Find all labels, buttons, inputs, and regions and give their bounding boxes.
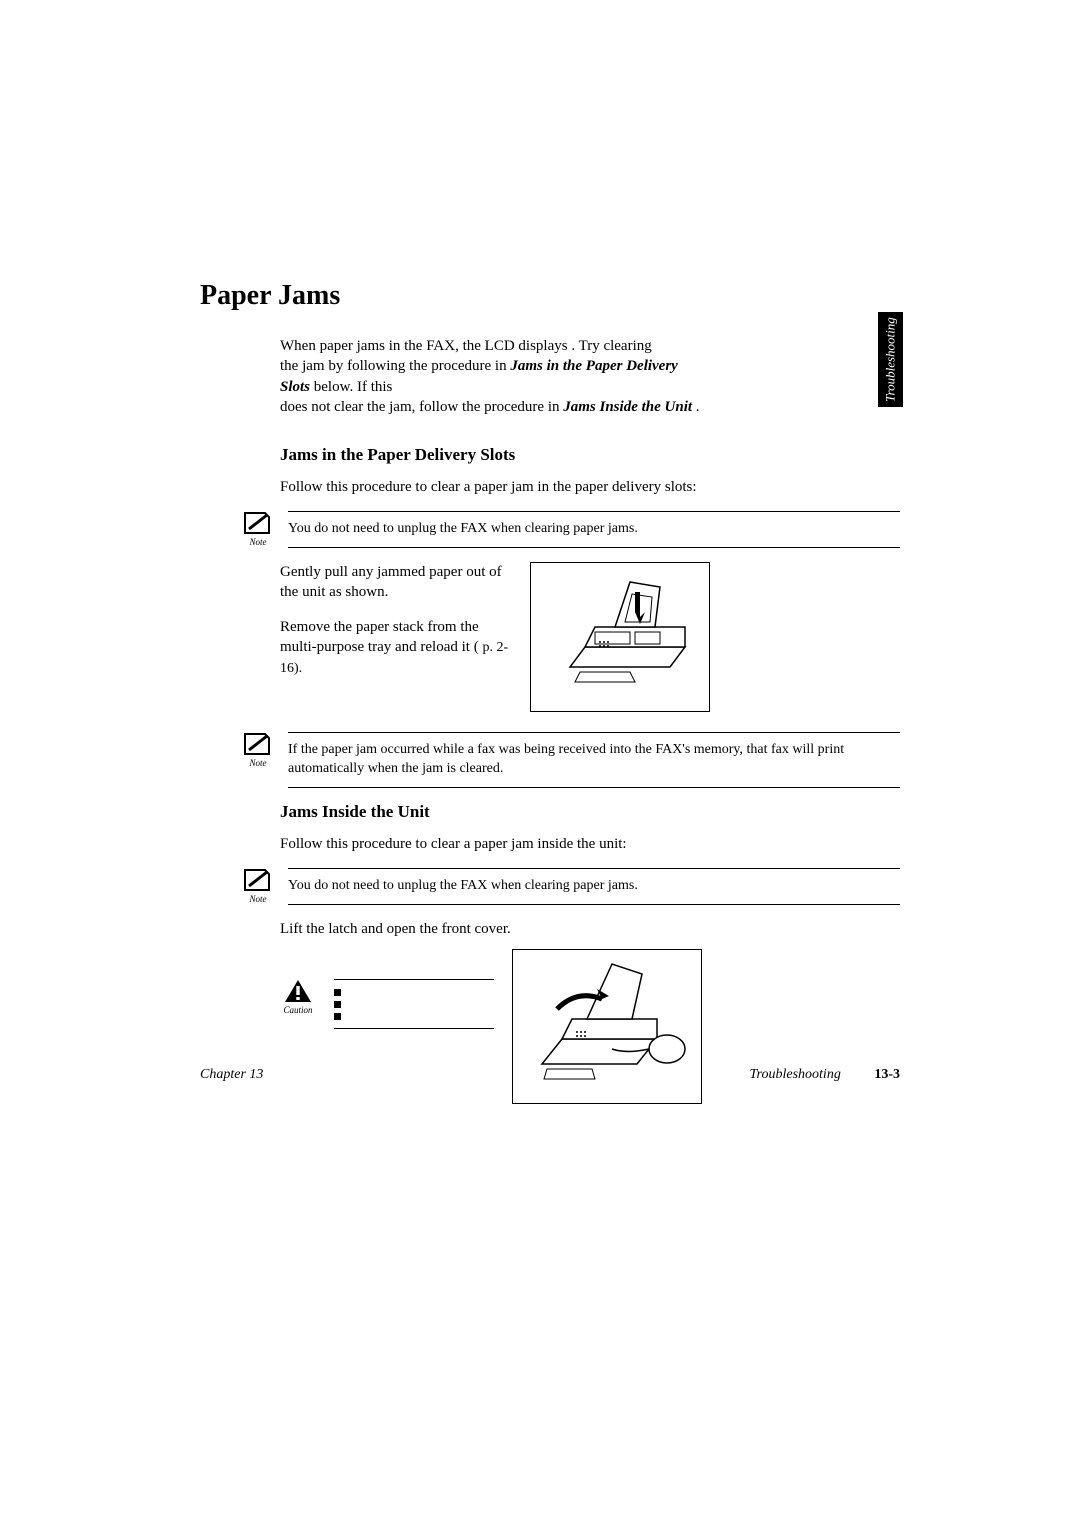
note-text: You do not need to unplug the FAX when c… — [288, 868, 900, 905]
bullet-square-icon — [334, 989, 341, 996]
caution-bullets — [334, 979, 494, 1029]
note-block: Note If the paper jam occurred while a f… — [240, 732, 900, 788]
fax-machine-icon — [540, 572, 700, 702]
section-lead: Follow this procedure to clear a paper j… — [280, 834, 900, 854]
footer-chapter: Chapter 13 — [200, 1067, 263, 1083]
note-icon — [243, 868, 273, 892]
bullet-item — [334, 986, 494, 998]
note-label: Note — [250, 537, 267, 547]
intro-text: does not clear the jam, follow the proce… — [280, 399, 563, 415]
fax-illustration — [530, 562, 710, 712]
caution-icon — [284, 979, 312, 1003]
instruction-text: Gently pull any jammed paper out of the … — [280, 562, 510, 712]
step-text-part: Remove the paper stack from the multi-pu… — [280, 619, 479, 655]
step-text: Gently pull any jammed paper out of the … — [280, 562, 510, 603]
note-icon-wrap: Note — [240, 732, 276, 768]
page-footer: Chapter 13 Troubleshooting 13-3 — [200, 1067, 900, 1083]
intro-paragraph: When paper jams in the FAX, the LCD disp… — [280, 336, 900, 497]
note-block: Note You do not need to unplug the FAX w… — [240, 868, 900, 905]
note-block: Note You do not need to unplug the FAX w… — [240, 511, 900, 548]
caution-icon-wrap: Caution — [280, 979, 316, 1015]
intro-ref: Jams Inside the Unit — [563, 399, 692, 415]
instruction-row: Gently pull any jammed paper out of the … — [280, 562, 900, 712]
bullet-square-icon — [334, 1001, 341, 1008]
page-number: 13-3 — [874, 1067, 900, 1082]
note-icon-wrap: Note — [240, 868, 276, 904]
note-label: Note — [250, 758, 267, 768]
page-content: Paper Jams When paper jams in the FAX, t… — [200, 280, 900, 1104]
caution-label: Caution — [283, 1005, 312, 1015]
footer-right-group: Troubleshooting 13-3 — [750, 1067, 900, 1083]
step-text-block: Lift the latch and open the front cover. — [280, 919, 900, 939]
intro-text: When paper jams in the FAX, the LCD disp… — [280, 338, 571, 354]
side-tab: Troubleshooting — [878, 312, 903, 407]
main-heading: Paper Jams — [200, 280, 900, 312]
footer-section: Troubleshooting — [750, 1067, 841, 1082]
section-block: Jams Inside the Unit Follow this procedu… — [280, 802, 900, 854]
section-heading: Jams Inside the Unit — [280, 802, 900, 822]
note-icon — [243, 511, 273, 535]
step-text: Remove the paper stack from the multi-pu… — [280, 617, 510, 679]
note-text: If the paper jam occurred while a fax wa… — [288, 732, 900, 788]
step-text: Lift the latch and open the front cover. — [280, 919, 900, 939]
bullet-item — [334, 998, 494, 1010]
section-lead: Follow this procedure to clear a paper j… — [280, 477, 900, 497]
intro-text: . Try clearing — [571, 338, 651, 354]
note-icon — [243, 732, 273, 756]
intro-text: the jam by following the procedure in — [280, 358, 510, 374]
bullet-square-icon — [334, 1013, 341, 1020]
note-text: You do not need to unplug the FAX when c… — [288, 511, 900, 548]
note-icon-wrap: Note — [240, 511, 276, 547]
bullet-item — [334, 1010, 494, 1022]
intro-text: . — [696, 399, 700, 415]
section-heading: Jams in the Paper Delivery Slots — [280, 445, 900, 465]
note-label: Note — [250, 894, 267, 904]
intro-text: below. If this — [314, 379, 393, 395]
